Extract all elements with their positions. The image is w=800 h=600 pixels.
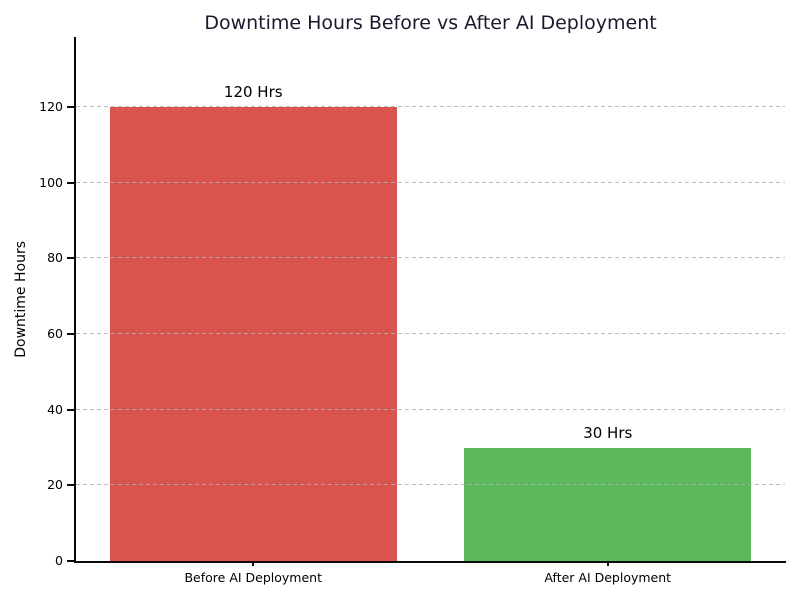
x-tick-label-before-ai-deployment: Before AI Deployment — [184, 570, 322, 585]
gridline-y-40 — [76, 408, 785, 410]
gridline-y-80 — [76, 257, 785, 259]
bar-after-ai-deployment — [464, 447, 752, 561]
chart-title: Downtime Hours Before vs After AI Deploy… — [204, 12, 657, 34]
bar-before-ai-deployment — [109, 107, 397, 561]
y-tick-mark-0 — [67, 560, 74, 562]
y-tick-label-40: 40 — [47, 401, 63, 417]
bar-value-label-after-ai-deployment: 30 Hrs — [583, 423, 633, 442]
y-tick-mark-60 — [67, 332, 74, 335]
y-tick-label-100: 100 — [39, 174, 63, 190]
bar-value-label-before-ai-deployment: 120 Hrs — [223, 83, 283, 101]
y-tick-label-20: 20 — [47, 477, 63, 493]
y-tick-mark-80 — [67, 257, 74, 260]
x-axis-spine — [74, 561, 786, 563]
y-tick-label-60: 60 — [47, 325, 63, 341]
gridline-y-100 — [76, 181, 785, 183]
y-tick-mark-20 — [67, 484, 74, 487]
x-tick-label-after-ai-deployment: After AI Deployment — [544, 570, 672, 585]
y-tick-label-80: 80 — [47, 250, 63, 266]
gridline-y-120 — [76, 106, 785, 107]
gridline-y-20 — [76, 484, 785, 486]
x-tick-mark-before-ai-deployment — [252, 561, 255, 566]
y-tick-label-120: 120 — [39, 98, 63, 114]
y-tick-mark-120 — [67, 105, 74, 108]
plot-area: 120 Hrs 30 Hrs — [76, 37, 785, 561]
gridline-y-60 — [76, 333, 785, 334]
y-tick-mark-100 — [67, 181, 74, 184]
y-axis-spine — [74, 37, 76, 563]
y-tick-mark-40 — [67, 408, 74, 411]
y-tick-label-0: 0 — [55, 553, 63, 568]
x-tick-mark-after-ai-deployment — [606, 561, 609, 566]
